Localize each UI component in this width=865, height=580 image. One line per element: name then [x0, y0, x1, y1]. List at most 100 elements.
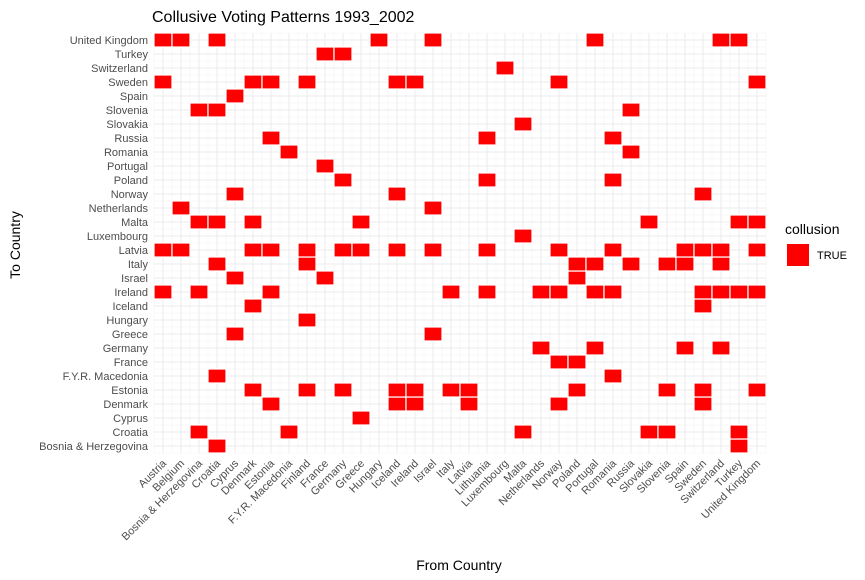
- heatmap-cell-netherlands-to-germany: [531, 340, 551, 356]
- heatmap-cells: [153, 32, 767, 454]
- heatmap-cell-sweden-to-denmark: [693, 396, 713, 412]
- heatmap-cell-france-to-israel: [315, 270, 335, 286]
- heatmap-cell-lithuania-to-latvia: [477, 242, 497, 258]
- heatmap-cell-denmark-to-iceland: [243, 298, 263, 314]
- heatmap-cell-switzerland-to-latvia: [711, 242, 731, 258]
- heatmap-cell-germany-to-latvia: [333, 242, 353, 258]
- heatmap-cell-sweden-to-estonia: [693, 382, 713, 398]
- heatmap-cell-slovenia-to-croatia: [657, 424, 677, 440]
- y-tick-label: Switzerland: [91, 63, 148, 75]
- heatmap-cell-croatia-to-f-y-r-macedonia: [207, 368, 227, 384]
- x-axis-title: From Country: [416, 557, 502, 573]
- heatmap-cell-germany-to-estonia: [333, 382, 353, 398]
- heatmap-cell-iceland-to-sweden: [387, 74, 407, 90]
- y-tick-label: Denmark: [103, 399, 148, 411]
- heatmap-cell-estonia-to-ireland: [261, 284, 281, 300]
- heatmap-cell-israel-to-greece: [423, 326, 443, 342]
- heatmap-cell-norway-to-france: [549, 354, 569, 370]
- heatmap-cell-switzerland-to-germany: [711, 340, 731, 356]
- y-tick-label: Israel: [121, 273, 148, 285]
- y-tick-label: Germany: [103, 343, 149, 355]
- heatmap-cell-finland-to-estonia: [297, 382, 317, 398]
- legend: collusion TRUE: [785, 221, 847, 266]
- heatmap-cell-portugal-to-italy: [585, 256, 605, 272]
- heatmap-cell-cyprus-to-greece: [225, 326, 245, 342]
- heatmap-cell-iceland-to-norway: [387, 186, 407, 202]
- heatmap-cell-netherlands-to-ireland: [531, 284, 551, 300]
- heatmap-cell-lithuania-to-ireland: [477, 284, 497, 300]
- heatmap-cell-estonia-to-russia: [261, 130, 281, 146]
- heatmap-cell-malta-to-slovakia: [513, 116, 533, 132]
- heatmap-cell-austria-to-latvia: [153, 242, 173, 258]
- heatmap-cell-croatia-to-malta: [207, 214, 227, 230]
- heatmap-cell-sweden-to-ireland: [693, 284, 713, 300]
- heatmap-cell-slovenia-to-italy: [657, 256, 677, 272]
- y-tick-label: Turkey: [115, 49, 149, 61]
- heatmap-cell-iceland-to-latvia: [387, 242, 407, 258]
- heatmap-cell-bosnia-herzegovina-to-malta: [189, 214, 209, 230]
- heatmap-cell-italy-to-estonia: [441, 382, 461, 398]
- heatmap-cell-sweden-to-iceland: [693, 298, 713, 314]
- heatmap-cell-f-y-r-macedonia-to-croatia: [279, 424, 299, 440]
- heatmap-cell-croatia-to-bosnia-herzegovina: [207, 438, 227, 454]
- heatmap-cell-estonia-to-sweden: [261, 74, 281, 90]
- heatmap-cell-hungary-to-united-kingdom: [369, 32, 389, 48]
- heatmap-cell-united-kingdom-to-estonia: [747, 382, 767, 398]
- heatmap-cell-finland-to-hungary: [297, 312, 317, 328]
- heatmap-cell-iceland-to-denmark: [387, 396, 407, 412]
- heatmap-cell-croatia-to-italy: [207, 256, 227, 272]
- heatmap-cell-poland-to-estonia: [567, 382, 587, 398]
- heatmap-cell-romania-to-latvia: [603, 242, 623, 258]
- y-tick-label: Italy: [128, 259, 149, 271]
- heatmap-cell-belgium-to-netherlands: [171, 200, 191, 216]
- y-tick-label: Netherlands: [89, 203, 149, 215]
- heatmap-cell-denmark-to-estonia: [243, 382, 263, 398]
- heatmap-cell-croatia-to-slovenia: [207, 102, 227, 118]
- y-tick-label: Hungary: [106, 315, 148, 327]
- heatmap-cell-israel-to-netherlands: [423, 200, 443, 216]
- heatmap-cell-united-kingdom-to-sweden: [747, 74, 767, 90]
- heatmap-cell-lithuania-to-russia: [477, 130, 497, 146]
- heatmap-cell-f-y-r-macedonia-to-romania: [279, 144, 299, 160]
- heatmap-cell-romania-to-poland: [603, 172, 623, 188]
- y-axis-title: To Country: [7, 211, 23, 279]
- y-tick-label: Norway: [111, 189, 149, 201]
- heatmap-cell-denmark-to-latvia: [243, 242, 263, 258]
- heatmap-cell-portugal-to-ireland: [585, 284, 605, 300]
- heatmap-cell-romania-to-russia: [603, 130, 623, 146]
- heatmap-cell-turkey-to-ireland: [729, 284, 749, 300]
- heatmap-cell-estonia-to-denmark: [261, 396, 281, 412]
- heatmap-cell-romania-to-ireland: [603, 284, 623, 300]
- heatmap-cell-israel-to-latvia: [423, 242, 443, 258]
- heatmap-cell-ireland-to-sweden: [405, 74, 425, 90]
- heatmap-cell-latvia-to-denmark: [459, 396, 479, 412]
- y-tick-label: Croatia: [113, 427, 149, 439]
- heatmap-cell-norway-to-sweden: [549, 74, 569, 90]
- heatmap-cell-russia-to-slovenia: [621, 102, 641, 118]
- heatmap-cell-belgium-to-latvia: [171, 242, 191, 258]
- heatmap-cell-belgium-to-united-kingdom: [171, 32, 191, 48]
- heatmap-cell-slovakia-to-croatia: [639, 424, 659, 440]
- heatmap-cell-russia-to-romania: [621, 144, 641, 160]
- heatmap-cell-austria-to-united-kingdom: [153, 32, 173, 48]
- y-tick-label: Poland: [114, 175, 148, 187]
- heatmap-cell-finland-to-italy: [297, 256, 317, 272]
- heatmap-cell-estonia-to-latvia: [261, 242, 281, 258]
- y-tick-label: Luxembourg: [87, 231, 148, 243]
- heatmap-cell-united-kingdom-to-latvia: [747, 242, 767, 258]
- heatmap-cell-turkey-to-malta: [729, 214, 749, 230]
- y-tick-label: Slovenia: [106, 105, 149, 117]
- y-tick-label: United Kingdom: [70, 35, 148, 47]
- y-tick-label: Latvia: [119, 245, 149, 257]
- heatmap-cell-greece-to-cyprus: [351, 410, 371, 426]
- legend-entry-label: TRUE: [817, 250, 847, 262]
- heatmap-cell-switzerland-to-italy: [711, 256, 731, 272]
- heatmap-cell-lithuania-to-poland: [477, 172, 497, 188]
- heatmap-cell-russia-to-italy: [621, 256, 641, 272]
- heatmap-cell-spain-to-latvia: [675, 242, 695, 258]
- y-axis-tick-labels: Bosnia & Herzegovina Croatia Cyprus Denmark…: [39, 35, 149, 453]
- heatmap-cell-cyprus-to-spain: [225, 88, 245, 104]
- heatmap-cell-switzerland-to-ireland: [711, 284, 731, 300]
- heatmap-cell-finland-to-sweden: [297, 74, 317, 90]
- heatmap-cell-turkey-to-bosnia-herzegovina: [729, 438, 749, 454]
